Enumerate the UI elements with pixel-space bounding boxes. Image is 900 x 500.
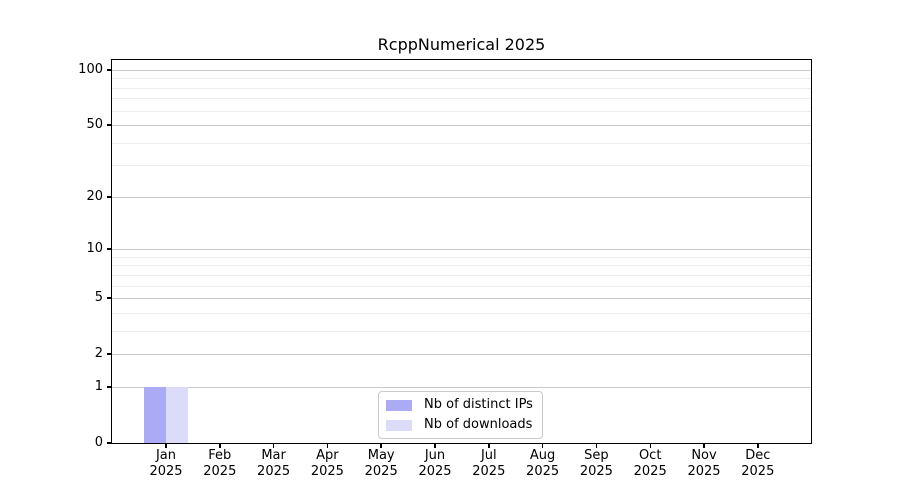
minor-gridline <box>112 110 811 112</box>
minor-gridline <box>112 330 811 332</box>
x-axis-tick-label: Sep 2025 <box>579 448 613 479</box>
legend-label-distinct-ips: Nb of distinct IPs <box>424 397 533 412</box>
plot-area <box>112 60 811 443</box>
y-axis-tick <box>107 248 112 250</box>
y-axis-tick-label: 20 <box>86 188 103 204</box>
y-axis-tick <box>107 124 112 126</box>
legend-swatch-downloads-icon <box>386 419 412 431</box>
major-gridline <box>112 125 811 126</box>
x-axis-tick <box>703 443 705 448</box>
x-axis-tick-label: Aug 2025 <box>526 448 560 479</box>
major-gridline <box>112 249 811 251</box>
bar-nb-of-distinct-ips-jan <box>144 386 166 443</box>
minor-gridline <box>112 256 811 258</box>
x-axis-tick <box>488 443 490 448</box>
legend-item-distinct-ips: Nb of distinct IPs <box>386 396 533 414</box>
x-axis-tick <box>219 443 221 448</box>
x-axis-tick-label: Jan 2025 <box>149 448 183 479</box>
x-axis-tick <box>649 443 651 448</box>
y-axis-tick <box>107 297 112 299</box>
minor-gridline <box>112 98 811 100</box>
x-axis-tick-label: Jul 2025 <box>472 448 506 479</box>
legend: Nb of distinct IPs Nb of downloads <box>378 391 543 439</box>
y-axis-tick <box>107 196 112 198</box>
y-axis-tick-label: 100 <box>78 61 103 77</box>
y-axis-tick-label: 50 <box>86 117 103 132</box>
y-axis-tick <box>107 353 112 355</box>
x-axis-tick-label: Apr 2025 <box>310 448 344 479</box>
y-axis-tick-label: 1 <box>94 378 103 394</box>
x-axis-tick <box>757 443 759 448</box>
x-axis-tick <box>595 443 598 448</box>
y-axis-tick-label: 10 <box>86 241 103 257</box>
x-axis-tick-label: May 2025 <box>364 448 398 479</box>
legend-item-downloads: Nb of downloads <box>386 416 533 434</box>
major-gridline <box>112 298 811 300</box>
x-axis-tick <box>380 443 382 448</box>
minor-gridline <box>112 274 811 276</box>
major-gridline <box>112 386 811 388</box>
minor-gridline <box>112 265 811 267</box>
legend-label-downloads: Nb of downloads <box>424 417 533 432</box>
x-axis-tick-label: Nov 2025 <box>687 448 721 479</box>
x-axis-tick <box>434 443 436 448</box>
y-axis-tick-label: 5 <box>94 290 103 306</box>
minor-gridline <box>112 87 811 89</box>
legend-swatch-distinct-ips-icon <box>386 399 412 411</box>
x-axis-tick <box>165 443 167 448</box>
x-axis-tick-label: Mar 2025 <box>257 448 291 479</box>
x-axis-tick-label: Jun 2025 <box>418 448 452 479</box>
bar-nb-of-downloads-jan <box>166 386 188 443</box>
minor-gridline <box>112 165 811 167</box>
x-axis-tick-label: Feb 2025 <box>203 448 237 479</box>
x-axis-tick-label: Oct 2025 <box>633 448 667 479</box>
x-axis-tick <box>326 443 329 448</box>
major-gridline <box>112 354 811 356</box>
minor-gridline <box>112 142 811 144</box>
chart-title: RcppNumerical 2025 <box>377 35 546 54</box>
x-axis-tick <box>272 443 275 448</box>
y-axis-tick <box>107 386 112 388</box>
y-axis-tick <box>107 69 112 71</box>
minor-gridline <box>112 78 811 80</box>
major-gridline <box>112 196 811 198</box>
major-gridline <box>112 69 811 71</box>
y-axis-tick <box>107 442 112 444</box>
minor-gridline <box>112 285 811 287</box>
x-axis-tick <box>541 443 544 448</box>
x-axis-tick-label: Dec 2025 <box>741 448 775 479</box>
y-axis-tick-label: 2 <box>94 346 103 362</box>
y-axis-tick-label: 0 <box>94 435 103 450</box>
minor-gridline <box>112 312 811 314</box>
